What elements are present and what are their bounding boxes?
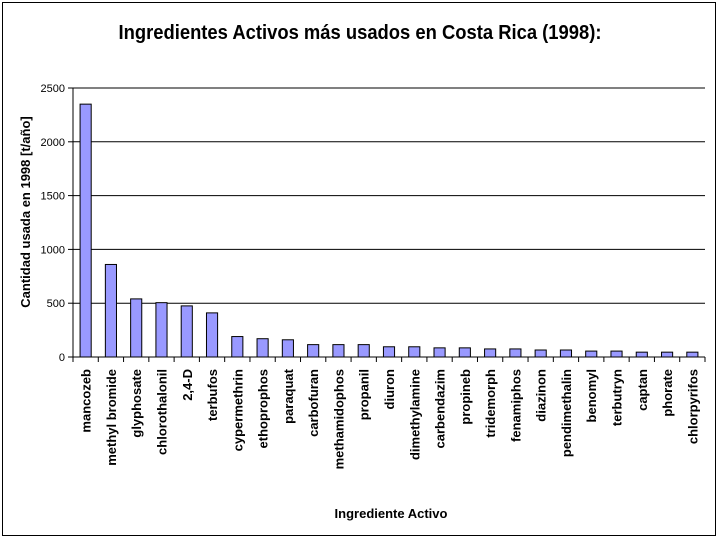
x-tick-label: chlorpyrifos (685, 369, 700, 444)
x-tick-label: pendimethalin (559, 369, 574, 457)
x-tick-label: captan (635, 369, 650, 411)
bar (231, 336, 244, 358)
x-tick-label: propineb (458, 369, 473, 425)
x-tick-label: chlorothalonil (154, 369, 169, 455)
bar (256, 338, 269, 358)
bar (281, 339, 294, 358)
bar (635, 351, 648, 358)
bar (534, 349, 547, 358)
x-axis-title: Ingrediente Activo (335, 506, 448, 521)
y-axis-title: Cantidad usada en 1998 [t/año] (18, 116, 33, 307)
chart-title: Ingredientes Activos más usados en Costa… (118, 22, 602, 44)
x-tick-label: methyl bromide (104, 369, 119, 466)
x-tick-label: diuron (382, 369, 397, 409)
bar (610, 350, 623, 358)
y-tick-label: 2500 (41, 83, 65, 95)
bar (130, 298, 143, 358)
bar (408, 346, 421, 358)
y-tick-labels: 0 500 1000 1500 2000 2500 (41, 83, 65, 364)
bar (433, 347, 446, 358)
bar (357, 344, 370, 358)
x-tick-label: terbufos (205, 369, 220, 421)
bar (205, 312, 219, 358)
x-tick-label: tridemorph (483, 369, 498, 438)
y-tick-label: 0 (59, 352, 65, 364)
x-tick-label: glyphosate (129, 369, 144, 438)
x-tick-label: methamidophos (331, 369, 346, 469)
x-tick-label: phorate (660, 369, 675, 417)
bar (307, 344, 320, 358)
x-tick-label: benomyl (584, 369, 599, 422)
bar (458, 347, 471, 358)
x-tick-labels: mancozeb methyl bromide glyphosate chloroth… (79, 368, 701, 469)
bar (509, 348, 522, 358)
x-tick-label: mancozeb (79, 369, 94, 433)
bar (104, 263, 117, 358)
x-tick-label: 2,4-D (180, 369, 195, 401)
bar (484, 348, 497, 358)
x-tick-label: ethoprophos (256, 369, 271, 448)
bar (155, 302, 168, 358)
x-tick-label: carbendazim (433, 369, 448, 448)
bar (585, 350, 598, 358)
y-tick-label: 500 (47, 298, 65, 310)
bar (661, 351, 674, 358)
bar (332, 344, 345, 358)
x-tick-label: dimethylamine (407, 369, 422, 460)
bar (686, 351, 699, 358)
x-tick-label: fenamiphos (508, 369, 523, 442)
y-tick-label: 2000 (41, 137, 65, 149)
x-tick-label: paraquat (281, 368, 296, 424)
x-tick-label: diazinon (534, 369, 549, 422)
axes (68, 87, 706, 362)
x-tick-label: cypermethrin (230, 369, 245, 451)
bar (180, 305, 193, 358)
bar (559, 349, 573, 358)
x-tick-label: carbofuran (306, 369, 321, 437)
y-tick-label: 1000 (41, 244, 65, 256)
x-tick-label: terbutryn (610, 369, 625, 426)
gridlines (73, 87, 705, 304)
x-tick-label: propanil (357, 369, 372, 420)
bar (382, 346, 396, 358)
y-tick-label: 1500 (41, 191, 65, 203)
bar (79, 103, 92, 358)
